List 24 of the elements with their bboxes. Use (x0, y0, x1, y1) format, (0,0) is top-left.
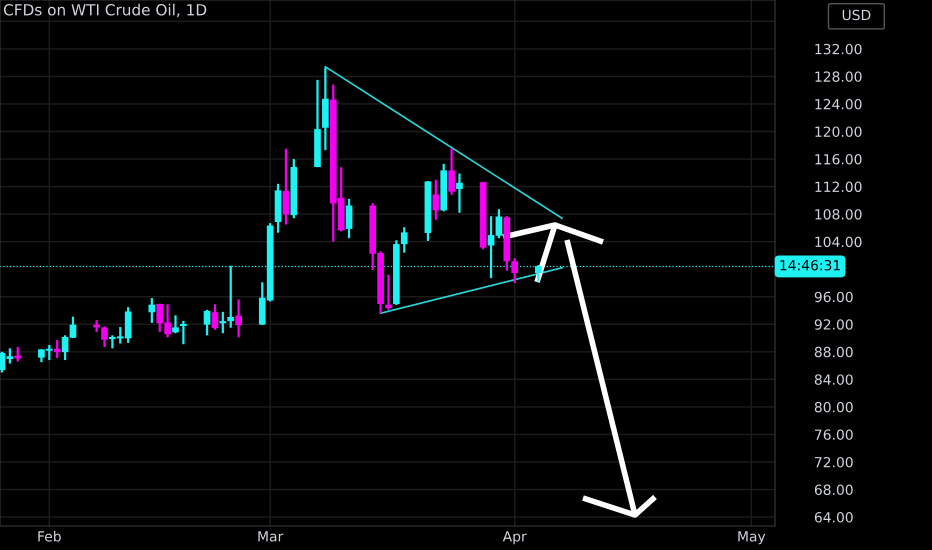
chart-title: CFDs on WTI Crude Oil, 1D (4, 4, 206, 18)
y-tick-label: 128.00 (815, 71, 862, 82)
y-tick-label: 84.00 (814, 374, 853, 385)
y-tick-label: 120.00 (815, 126, 862, 137)
y-tick-label: 88.00 (814, 346, 853, 358)
x-tick-label: May (738, 531, 766, 544)
y-tick-label: 80.00 (814, 402, 853, 412)
x-tick-label: Feb (38, 530, 61, 542)
y-tick-label: 104.00 (815, 236, 862, 248)
y-tick-label: 112.00 (815, 182, 862, 192)
text: 14:46:31 (780, 260, 840, 270)
y-tick-label: 64.00 (814, 512, 853, 523)
y-tick-label: 132.00 (815, 44, 862, 54)
y-tick-label: 124.00 (815, 98, 862, 110)
x-tick-label: Mar (258, 531, 284, 542)
y-tick-label: 96.00 (814, 292, 853, 302)
y-tick-label: 76.00 (815, 429, 853, 440)
y-tick-label: 68.00 (814, 484, 853, 495)
y-tick-label: 116.00 (815, 154, 862, 165)
x-tick-label: Apr (502, 531, 527, 544)
y-tick-label: 92.00 (814, 319, 853, 330)
y-tick-label: 108.00 (815, 209, 862, 220)
text: USD (842, 10, 870, 20)
y-tick-label: 72.00 (815, 456, 853, 468)
